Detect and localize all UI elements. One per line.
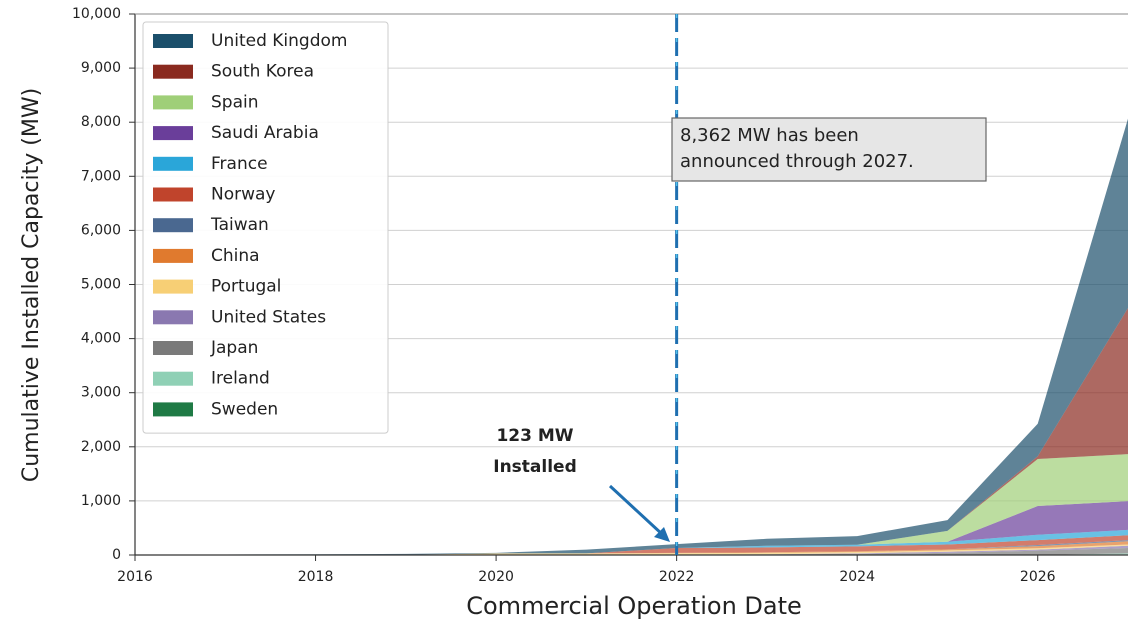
x-tick-label: 2026 — [1020, 569, 1056, 585]
y-tick-label: 8,000 — [81, 114, 121, 130]
legend-swatch — [153, 248, 193, 263]
legend-label: Saudi Arabia — [211, 123, 319, 143]
y-axis-title: Cumulative Installed Capacity (MW) — [19, 88, 44, 482]
legend-label: Ireland — [211, 369, 270, 389]
annotation-text: 123 MW — [496, 426, 573, 446]
y-tick-label: 0 — [112, 547, 121, 563]
legend-label: United Kingdom — [211, 31, 347, 51]
x-axis-title: Commercial Operation Date — [466, 592, 802, 620]
annotation-text: announced through 2027. — [680, 151, 914, 172]
x-tick-label: 2024 — [839, 569, 875, 585]
legend-label: Taiwan — [210, 215, 269, 235]
y-tick-label: 7,000 — [81, 168, 121, 184]
legend-swatch — [153, 95, 193, 110]
y-tick-label: 10,000 — [72, 6, 121, 22]
annotation-text: Installed — [493, 457, 577, 477]
legend-label: Japan — [210, 338, 258, 358]
legend-swatch — [153, 341, 193, 355]
legend-swatch — [153, 126, 193, 141]
y-tick-label: 9,000 — [81, 60, 121, 76]
legend-swatch — [153, 187, 193, 202]
arrow-head — [654, 527, 670, 542]
x-tick-label: 2016 — [117, 569, 153, 585]
legend-label: Norway — [211, 185, 276, 205]
legend-label: France — [211, 154, 268, 174]
legend-swatch — [153, 279, 193, 294]
y-tick-label: 5,000 — [81, 277, 121, 293]
area — [135, 529, 1128, 555]
legend-label: South Korea — [211, 62, 314, 82]
y-tick-label: 1,000 — [81, 493, 121, 509]
y-tick-label: 2,000 — [81, 439, 121, 455]
legend-swatch — [153, 402, 193, 417]
area — [135, 541, 1128, 555]
legend-swatch — [153, 218, 193, 233]
area — [135, 535, 1128, 555]
y-tick-label: 6,000 — [81, 222, 121, 238]
legend-swatch — [153, 310, 193, 325]
area — [135, 547, 1128, 555]
annotation-arrow — [608, 484, 665, 537]
legend-swatch — [153, 64, 193, 79]
x-tick-label: 2018 — [298, 569, 334, 585]
legend-label: China — [211, 246, 260, 266]
y-tick-label: 4,000 — [81, 331, 121, 347]
legend-label: Spain — [211, 92, 259, 112]
legend-label: Portugal — [211, 277, 281, 297]
y-tick-label: 3,000 — [81, 385, 121, 401]
legend-swatch — [153, 34, 193, 48]
x-tick-label: 2022 — [659, 569, 695, 585]
legend-box — [142, 21, 389, 434]
annotation-text: 8,362 MW has been — [680, 125, 859, 146]
annotation-box — [671, 117, 987, 182]
area — [135, 544, 1128, 555]
legend-label: Sweden — [211, 399, 278, 419]
legend-swatch — [153, 156, 193, 171]
x-tick-label: 2020 — [478, 569, 514, 585]
legend-swatch — [153, 371, 193, 386]
legend-label: United States — [211, 307, 326, 327]
